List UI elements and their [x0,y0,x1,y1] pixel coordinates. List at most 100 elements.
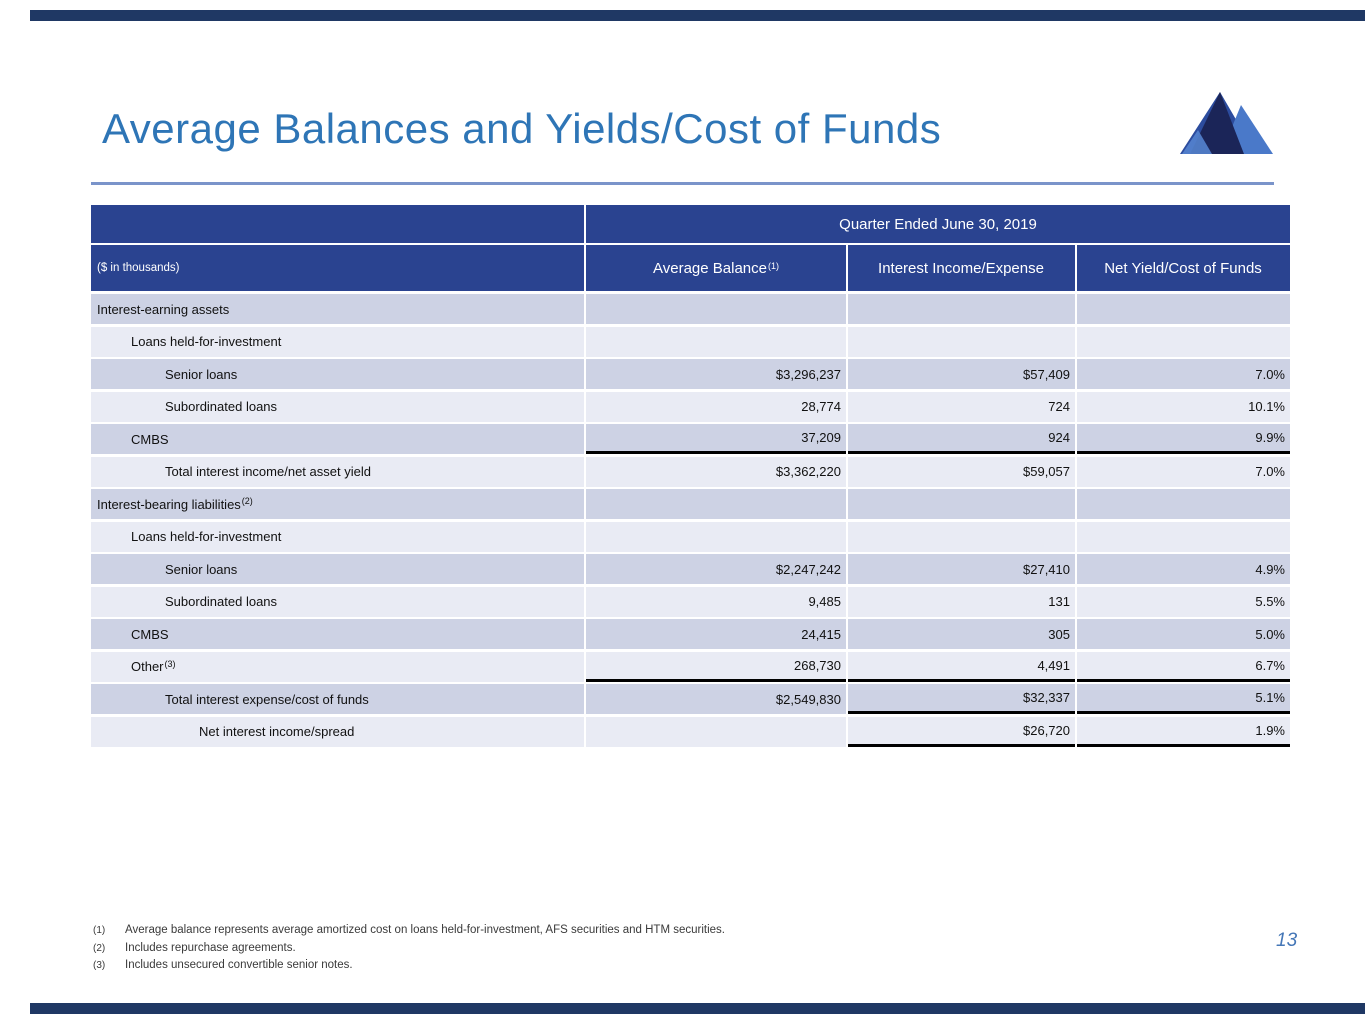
row-label-cell: Senior loans [91,359,584,389]
footnote-number: (3) [93,960,106,971]
average-balance-value [586,521,846,552]
table-row: Net interest income/spread $26,720 1.9% [91,716,1292,747]
table-row: Interest-bearing liabilities (2) [91,489,1292,519]
row-label-cell: Senior loans [91,554,584,584]
net-yield-value: 9.9% [1077,424,1290,454]
interest-income-expense-value [848,294,1075,324]
row-label-cell: Net interest income/spread [91,716,584,747]
net-yield-value [1077,326,1290,357]
net-yield-value: 7.0% [1077,359,1290,389]
average-balance-value [586,294,846,324]
units-label: ($ in thousands) [91,245,584,291]
table-header-row-columns: ($ in thousands) Average Balance (1) Inte… [91,245,1292,291]
net-yield-value: 4.9% [1077,554,1290,584]
net-yield-value: 7.0% [1077,456,1290,487]
interest-income-expense-value [848,326,1075,357]
row-label-superscript: (3) [164,658,176,669]
net-yield-value: 6.7% [1077,651,1290,682]
page-title: Average Balances and Yields/Cost of Fund… [102,105,942,152]
page-number: 13 [1276,930,1298,951]
row-label-cell: Other (3) [91,651,584,682]
table-row: Total interest expense/cost of funds $2,… [91,684,1292,714]
row-label-cell: Loans held-for-investment [91,521,584,552]
row-label: CMBS [131,626,169,642]
row-label-cell: Subordinated loans [91,586,584,617]
header-corner-empty-cell [91,205,584,243]
table-row: Subordinated loans 9,485 131 5.5% [91,586,1292,617]
row-label: Interest-earning assets [97,301,230,317]
interest-income-expense-value: $57,409 [848,359,1075,389]
average-balance-value: 268,730 [586,651,846,682]
footnote-text: Includes unsecured convertible senior no… [125,959,353,971]
balances-table: Quarter Ended June 30, 2019 ($ in thousa… [91,205,1292,749]
net-yield-value [1077,489,1290,519]
row-label: Loans held-for-investment [131,334,282,349]
row-label: Senior loans [165,561,238,577]
average-balance-value: 28,774 [586,391,846,422]
table-row: CMBS 37,209 924 9.9% [91,424,1292,454]
interest-income-expense-value: 4,491 [848,651,1075,682]
average-balance-value [586,489,846,519]
average-balance-value: 24,415 [586,619,846,649]
interest-income-expense-value: $27,410 [848,554,1075,584]
row-label: Interest-bearing liabilities [97,496,241,512]
interest-income-expense-value: $26,720 [848,716,1075,747]
col-header-label: Interest Income/Expense [878,259,1044,277]
title-divider [91,182,1274,185]
interest-income-expense-value [848,521,1075,552]
average-balance-value [586,326,846,357]
average-balance-value: 9,485 [586,586,846,617]
table-row: CMBS 24,415 305 5.0% [91,619,1292,649]
row-label-cell: Total interest expense/cost of funds [91,684,584,714]
table-row: Loans held-for-investment [91,521,1292,552]
row-label-cell: CMBS [91,619,584,649]
row-label-cell: Loans held-for-investment [91,326,584,357]
interest-income-expense-value: 724 [848,391,1075,422]
table-row: Senior loans $2,247,242 $27,410 4.9% [91,554,1292,584]
row-label-cell: Interest-earning assets [91,294,584,324]
col-header-superscript: (1) [767,261,779,271]
row-label: Net interest income/spread [199,724,355,739]
table-body: Interest-earning assets Loans held-for-i… [91,294,1292,747]
average-balance-value: 37,209 [586,424,846,454]
row-label-cell: CMBS [91,424,584,454]
footnote-text: Average balance represents average amort… [125,924,725,936]
table-row: Subordinated loans 28,774 724 10.1% [91,391,1292,422]
net-yield-value: 5.1% [1077,684,1290,714]
table-row: Senior loans $3,296,237 $57,409 7.0% [91,359,1292,389]
bottom-accent-bar [30,1003,1365,1014]
interest-income-expense-value: 131 [848,586,1075,617]
top-accent-bar [30,10,1365,21]
average-balance-value: $3,296,237 [586,359,846,389]
interest-income-expense-value: 924 [848,424,1075,454]
row-label: CMBS [131,431,169,447]
col-header-interest-income-expense: Interest Income/Expense [848,245,1075,291]
net-yield-value [1077,521,1290,552]
table-row: Loans held-for-investment [91,326,1292,357]
net-yield-value: 5.0% [1077,619,1290,649]
footnote-text: Includes repurchase agreements. [125,941,296,954]
interest-income-expense-value: 305 [848,619,1075,649]
interest-income-expense-value: $32,337 [848,684,1075,714]
row-label: Other [131,659,164,674]
footnote: (1) Average balance represents average a… [93,922,725,940]
row-label: Loans held-for-investment [131,529,282,544]
net-yield-value: 10.1% [1077,391,1290,422]
row-label-superscript: (2) [241,496,253,506]
footnotes: (1) Average balance represents average a… [93,922,725,975]
footnote-number: (2) [93,942,106,954]
row-label-cell: Subordinated loans [91,391,584,422]
table-row: Total interest income/net asset yield $3… [91,456,1292,487]
col-header-net-yield-cost-of-funds: Net Yield/Cost of Funds [1077,245,1290,291]
mountain-logo-icon [1180,92,1273,154]
average-balance-value: $2,549,830 [586,684,846,714]
average-balance-value [586,716,846,747]
footnote: (3) Includes unsecured convertible senio… [93,957,725,975]
table-row: Other (3) 268,730 4,491 6.7% [91,651,1292,682]
average-balance-value: $3,362,220 [586,456,846,487]
interest-income-expense-value: $59,057 [848,456,1075,487]
row-label-cell: Total interest income/net asset yield [91,456,584,487]
average-balance-value: $2,247,242 [586,554,846,584]
footnote: (2) Includes repurchase agreements. [93,940,725,958]
